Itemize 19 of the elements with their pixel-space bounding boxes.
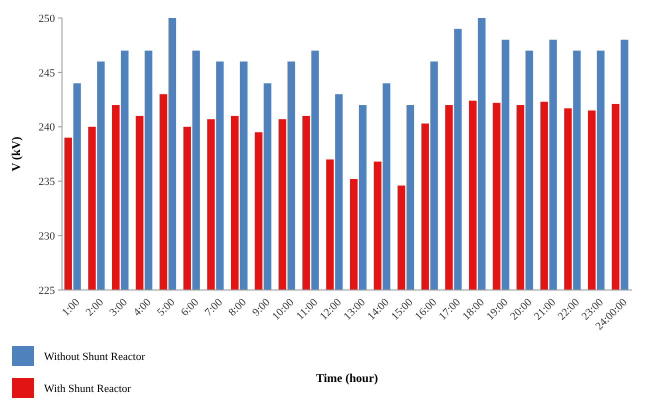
y-tick-label: 230 <box>38 230 56 242</box>
y-tick-label: 250 <box>38 12 56 25</box>
y-tick-label: 245 <box>38 67 56 80</box>
x-tick-label: 9:00 <box>250 296 273 319</box>
x-tick-label: 1:00 <box>60 296 82 319</box>
legend-label: With Shunt Reactor <box>44 383 132 395</box>
y-axis-title: V (kV) <box>9 136 23 172</box>
legend-label: Without Shunt Reactor <box>44 351 146 363</box>
y-tick-label: 235 <box>38 176 56 188</box>
x-tick-label: 2:00 <box>84 296 106 319</box>
x-tick-label: 5:00 <box>155 296 178 319</box>
y-tick-label: 225 <box>38 284 56 297</box>
x-axis-title: Time (hour) <box>316 371 378 385</box>
x-tick-label: 6:00 <box>178 296 202 319</box>
x-tick-label: 3:00 <box>107 296 130 319</box>
x-tick-label: 4:00 <box>131 296 154 319</box>
x-tick-label: 7:00 <box>202 296 226 319</box>
x-tick-label: 8:00 <box>226 296 250 319</box>
y-tick-label: 240 <box>38 122 56 134</box>
